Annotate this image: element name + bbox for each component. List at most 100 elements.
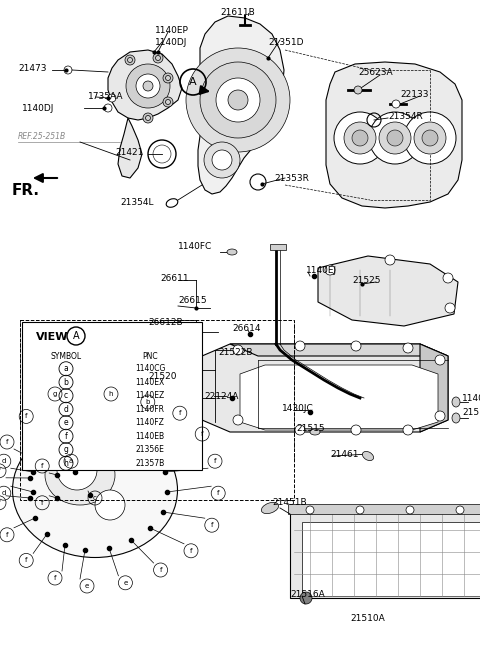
Polygon shape — [198, 16, 284, 194]
Text: 21356E: 21356E — [135, 445, 165, 454]
Polygon shape — [326, 62, 462, 208]
Circle shape — [351, 341, 361, 351]
Circle shape — [126, 64, 170, 108]
Bar — [270, 244, 286, 250]
Text: d: d — [1, 458, 6, 464]
Circle shape — [404, 112, 456, 164]
Ellipse shape — [227, 249, 237, 255]
Circle shape — [435, 411, 445, 421]
Text: 21353R: 21353R — [274, 174, 309, 183]
Circle shape — [300, 592, 312, 604]
Circle shape — [406, 506, 414, 514]
Circle shape — [200, 62, 276, 138]
Circle shape — [95, 490, 125, 520]
Circle shape — [143, 113, 153, 123]
Circle shape — [392, 100, 400, 108]
Circle shape — [104, 104, 112, 112]
Text: 26614: 26614 — [232, 324, 261, 333]
Polygon shape — [240, 365, 438, 430]
Polygon shape — [318, 256, 458, 326]
Bar — [302, 522, 480, 596]
Text: 21516A: 21516A — [290, 590, 325, 599]
Circle shape — [64, 66, 72, 74]
Text: 1140FZ: 1140FZ — [135, 418, 165, 427]
Ellipse shape — [12, 422, 178, 557]
Ellipse shape — [45, 445, 115, 505]
Text: f: f — [6, 439, 8, 445]
Circle shape — [351, 425, 361, 435]
Text: 21354L: 21354L — [120, 198, 154, 207]
Text: 26612B: 26612B — [148, 318, 182, 327]
Text: 1140EZ: 1140EZ — [135, 391, 165, 400]
Circle shape — [153, 53, 163, 63]
Circle shape — [136, 74, 160, 98]
Text: A: A — [189, 77, 197, 87]
Text: f: f — [6, 532, 8, 538]
Text: REF.25-251B: REF.25-251B — [18, 132, 66, 141]
Text: 22133: 22133 — [400, 90, 429, 99]
Circle shape — [57, 450, 97, 490]
Circle shape — [145, 115, 151, 120]
Circle shape — [306, 506, 314, 514]
Text: f: f — [41, 500, 44, 506]
Text: f: f — [41, 463, 44, 469]
Circle shape — [233, 345, 243, 355]
Text: f: f — [214, 458, 216, 464]
Polygon shape — [290, 508, 480, 598]
Circle shape — [166, 76, 170, 81]
Polygon shape — [420, 344, 448, 432]
Polygon shape — [230, 344, 448, 356]
Ellipse shape — [452, 413, 460, 423]
Circle shape — [403, 425, 413, 435]
Text: b: b — [63, 378, 69, 387]
Circle shape — [435, 355, 445, 365]
Bar — [20, 320, 294, 500]
Text: 22124A: 22124A — [204, 392, 239, 401]
Circle shape — [385, 255, 395, 265]
Text: PNC: PNC — [142, 352, 158, 361]
Circle shape — [156, 55, 160, 61]
Text: 26611: 26611 — [160, 274, 189, 283]
Circle shape — [379, 122, 411, 154]
Text: h: h — [109, 391, 113, 397]
Ellipse shape — [310, 429, 320, 435]
Text: 21525: 21525 — [352, 276, 381, 285]
Text: 21473: 21473 — [18, 64, 47, 73]
Text: 1140EX: 1140EX — [135, 378, 165, 387]
Circle shape — [163, 97, 173, 107]
Text: 1140CG: 1140CG — [135, 365, 165, 373]
Circle shape — [143, 81, 153, 91]
Text: 1430JC: 1430JC — [282, 404, 314, 413]
Text: f: f — [179, 410, 181, 416]
Text: e: e — [85, 583, 89, 589]
Bar — [22, 322, 202, 470]
Text: c: c — [93, 495, 97, 501]
Circle shape — [163, 73, 173, 83]
Text: d: d — [1, 490, 6, 496]
Circle shape — [344, 122, 376, 154]
Text: SYMBOL: SYMBOL — [50, 352, 82, 361]
Circle shape — [422, 130, 438, 146]
Text: f: f — [211, 522, 213, 528]
Text: f: f — [190, 547, 192, 554]
Text: 1140EB: 1140EB — [135, 432, 165, 441]
Text: f: f — [65, 432, 67, 441]
Text: 21351D: 21351D — [268, 38, 303, 47]
Ellipse shape — [362, 451, 373, 461]
Circle shape — [216, 78, 260, 122]
Circle shape — [233, 415, 243, 425]
Text: 21611B: 21611B — [220, 8, 255, 17]
Text: 21354R: 21354R — [388, 112, 423, 121]
Text: 1140FR: 1140FR — [135, 405, 165, 414]
Circle shape — [414, 122, 446, 154]
Polygon shape — [202, 344, 448, 432]
Text: h: h — [63, 459, 69, 468]
Text: VIEW: VIEW — [36, 332, 69, 342]
Bar — [288, 504, 480, 514]
Circle shape — [125, 55, 135, 65]
Polygon shape — [290, 508, 480, 522]
Text: 21515: 21515 — [296, 424, 324, 433]
Circle shape — [186, 48, 290, 152]
Text: 25623A: 25623A — [358, 68, 393, 77]
Text: b: b — [145, 399, 150, 405]
